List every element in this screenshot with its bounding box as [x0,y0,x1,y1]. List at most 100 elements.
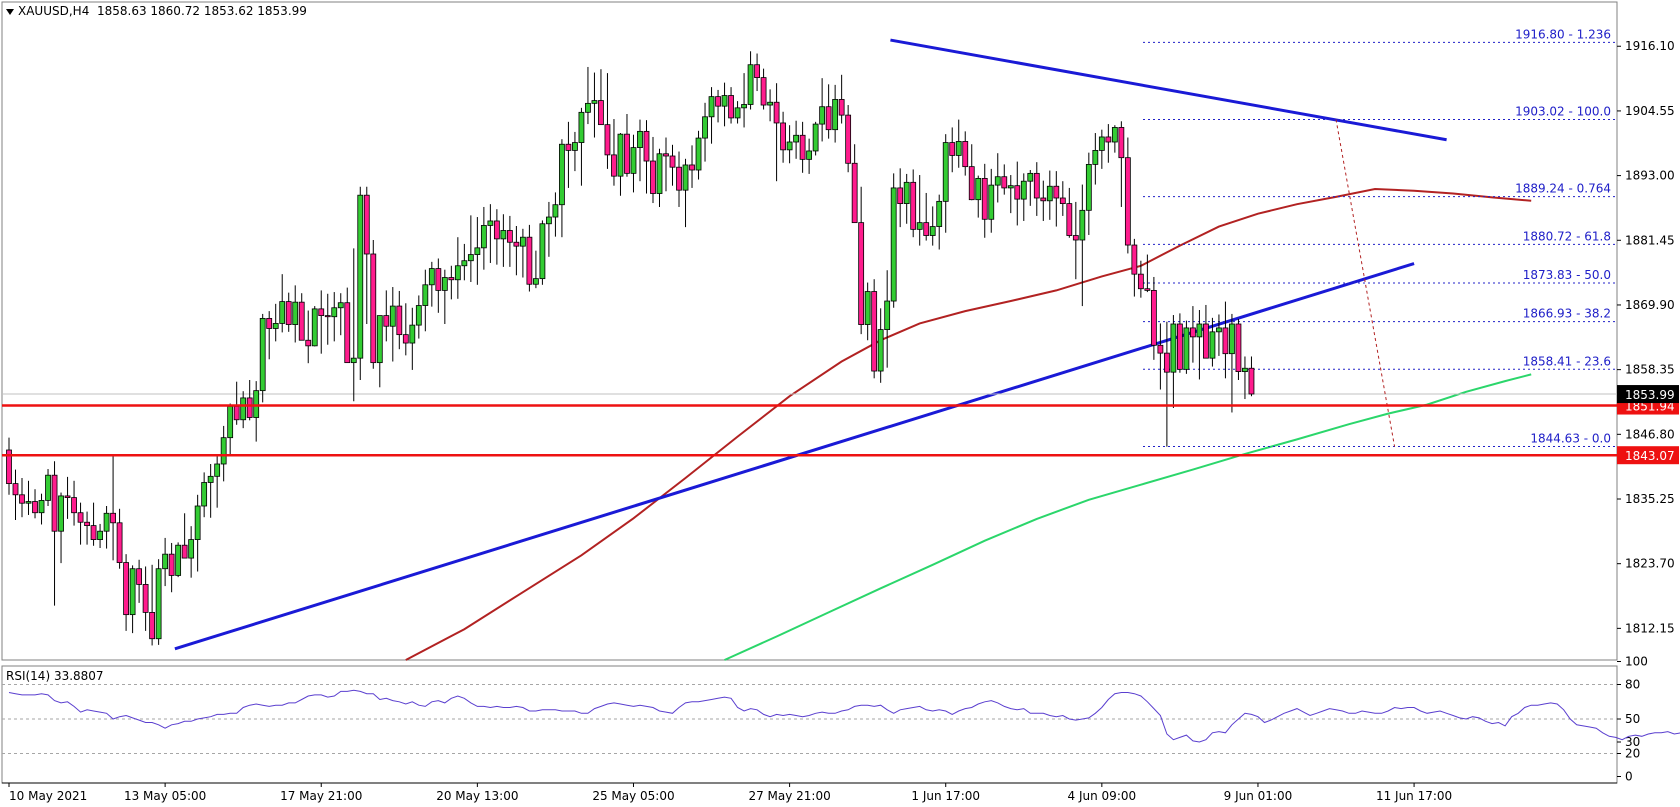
chart-header: XAUUSD,H4 1858.63 1860.72 1853.62 1853.9… [6,4,307,18]
candle-bear [1014,185,1021,200]
candle-bear [962,141,969,168]
candle-bear [760,77,767,106]
candle-bull [1196,323,1203,338]
collapse-triangle-icon[interactable] [6,8,14,15]
current-price-label: 1853.99 [1625,388,1675,402]
time-tick-label: 10 May 2021 [9,789,87,803]
candle-bull [214,463,221,477]
rsi-tick-label: 50 [1625,712,1640,726]
symbol-label: XAUUSD,H4 [18,4,90,18]
candle-bull [955,141,962,156]
candle-bear [728,95,734,119]
fib-level-label: 1866.93 - 38.2 [1523,307,1611,321]
candle-bear [715,96,721,107]
candle-bull [162,553,169,570]
candle-bear [64,495,71,499]
candle-bull [591,100,598,104]
time-tick-label: 9 Jun 01:00 [1224,789,1293,803]
candle-bull [702,116,708,139]
candle-bull [929,226,936,236]
candle-bear [1203,323,1209,359]
candle-bear [1137,273,1144,290]
candle-bear [77,512,84,523]
candle-bull [45,474,51,501]
candle-bear [650,160,656,194]
candle-bull [129,568,136,616]
candle-bear [897,187,904,204]
candle-bear [611,154,617,177]
time-tick-label: 25 May 05:00 [592,789,674,803]
price-tick-label: 1916.10 [1625,39,1675,53]
rsi-tick-label: 80 [1625,678,1640,692]
candle-bear [402,334,409,344]
candle-bull [389,305,396,327]
candle-bull [552,204,559,218]
candle-bear [825,106,832,131]
candle-bear [168,553,175,576]
candle-bull [376,315,383,364]
candle-bull [467,254,474,262]
candle-bull [188,539,195,559]
candle-bull [539,223,546,280]
fib-level-label: 1889.24 - 0.764 [1515,182,1611,196]
price-tick-label: 1812.15 [1625,621,1675,635]
fib-level-label: 1903.02 - 100.0 [1515,104,1611,118]
candle-bull [585,102,591,113]
candle-bear [1001,176,1008,189]
candle-bull [487,220,494,226]
candle-bull [441,277,448,291]
candle-bear [1235,323,1242,372]
candle-bull [409,324,416,344]
rsi-panel-frame [1,665,1618,784]
candle-bear [1157,344,1164,354]
candle-bull [819,106,826,125]
candle-bear [910,181,917,230]
candle-bear [565,143,572,151]
rsi-line [8,689,1680,743]
time-tick-label: 13 May 05:00 [124,789,206,803]
candle-bull [519,236,526,247]
candle-bear [1248,367,1255,395]
candle-bear [1059,197,1066,204]
candle-bull [786,141,793,151]
fib-level-label: 1873.83 - 50.0 [1523,268,1611,282]
candle-bull [630,147,637,174]
candle-bull [194,505,201,540]
candle-bear [318,308,325,317]
candle-bear [981,177,988,220]
candle-bull [695,137,702,171]
candle-bear [123,562,129,616]
time-tick-label: 4 Jun 09:00 [1068,789,1137,803]
candle-bear [845,114,852,164]
candle-bear [116,522,123,563]
candle-bull [1020,180,1027,200]
candle-bear [1033,172,1040,199]
candle-bull [546,216,552,225]
candle-bull [559,143,565,206]
current-price-tag [1617,385,1679,404]
candle-bear [1072,235,1079,241]
candle-bear [1131,244,1138,275]
candle-bear [324,315,331,318]
candle-bear [1177,323,1183,370]
candle-bull [422,284,429,306]
candle-bull [1007,185,1014,189]
candle-bull [1242,367,1248,372]
candle-bull [175,544,182,576]
candle-bull [877,329,884,372]
candle-bull [38,499,45,514]
fib-level-label: 1880.72 - 61.8 [1523,229,1611,243]
candle-bear [285,301,292,325]
candle-bear [1053,185,1060,199]
resistance-trendline [890,38,1447,142]
rsi-tick-label: 30 [1625,735,1640,749]
candle-bull [428,268,435,286]
candle-bear [851,162,858,224]
candle-bull [227,405,234,439]
candle-bull [201,482,208,507]
candle-bear [383,315,390,327]
time-tick-label: 11 Jun 17:00 [1376,789,1452,803]
candle-bear [246,397,253,418]
candle-bear [598,100,604,126]
